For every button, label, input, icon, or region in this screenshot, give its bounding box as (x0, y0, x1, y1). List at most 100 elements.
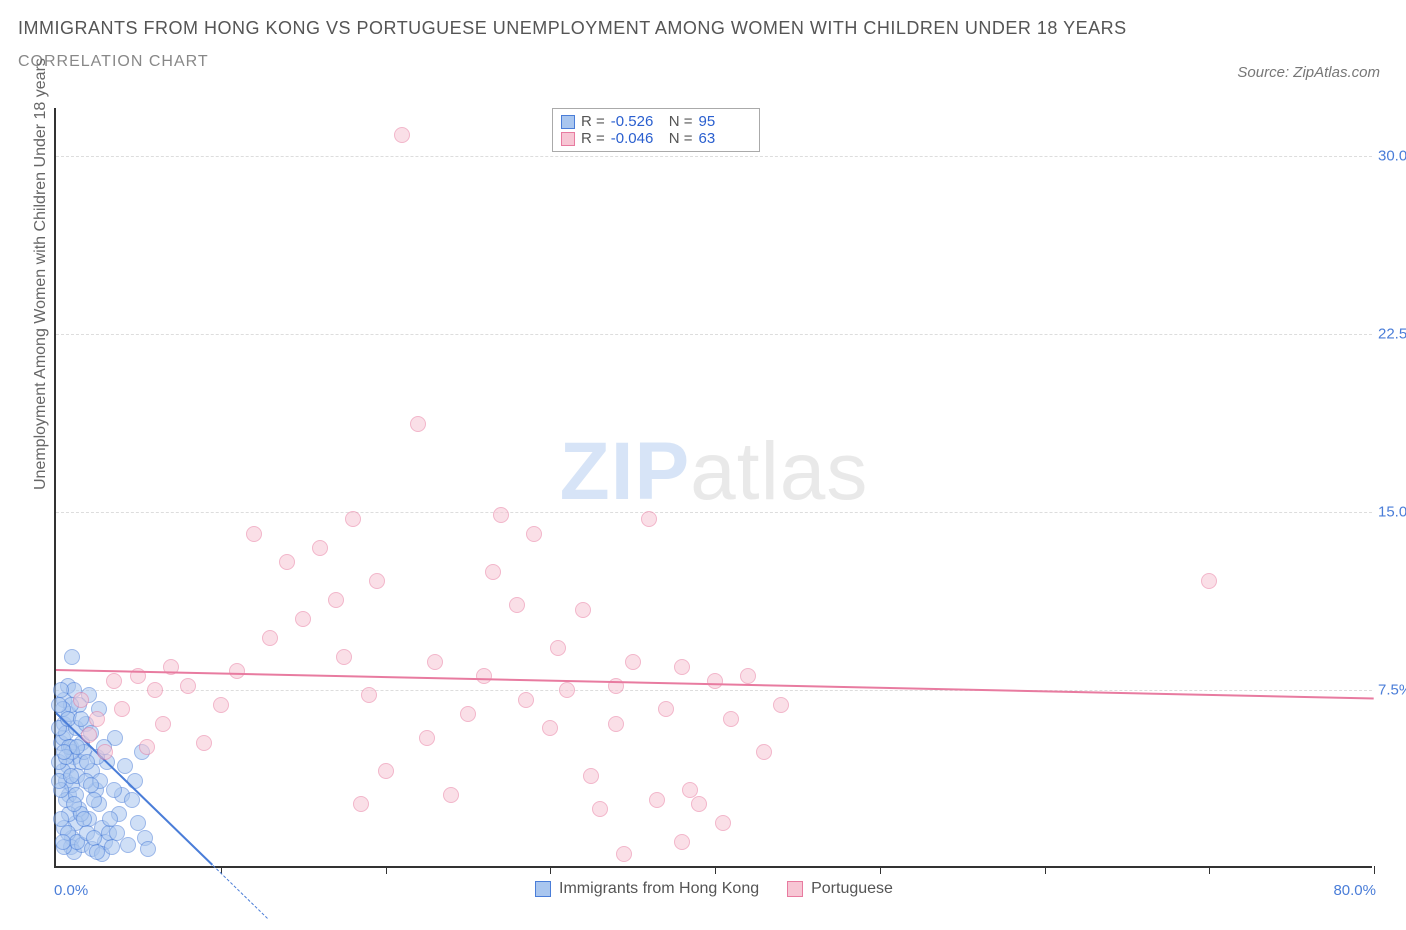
data-point (155, 716, 171, 732)
legend-label-2: Portuguese (811, 880, 893, 898)
data-point (674, 659, 690, 675)
chart-title: IMMIGRANTS FROM HONG KONG VS PORTUGUESE … (18, 18, 1127, 39)
data-point (682, 782, 698, 798)
data-point (114, 701, 130, 717)
data-point (66, 796, 82, 812)
gridline (56, 690, 1372, 691)
r-label-1: R = (581, 113, 605, 130)
data-point (73, 692, 89, 708)
y-axis-title: Unemployment Among Women with Children U… (32, 58, 50, 490)
source-label: Source: ZipAtlas.com (1237, 64, 1380, 81)
r-value-2: -0.046 (611, 130, 663, 147)
data-point (139, 739, 155, 755)
data-point (715, 815, 731, 831)
data-point (625, 654, 641, 670)
data-point (674, 834, 690, 850)
data-point (427, 654, 443, 670)
data-point (369, 573, 385, 589)
gridline (56, 512, 1372, 513)
gridline (56, 334, 1372, 335)
bottom-legend: Immigrants from Hong Kong Portuguese (56, 880, 1372, 898)
data-point (73, 711, 89, 727)
data-point (410, 416, 426, 432)
data-point (79, 754, 95, 770)
data-point (104, 839, 120, 855)
gridline (56, 156, 1372, 157)
y-tick-label: 22.5% (1378, 325, 1406, 342)
legend-item-2: Portuguese (787, 880, 893, 898)
legend-swatch-2 (787, 881, 803, 897)
r-label-2: R = (581, 130, 605, 147)
n-label-2: N = (669, 130, 693, 147)
stats-legend: R = -0.526 N = 95 R = -0.046 N = 63 (552, 108, 760, 152)
data-point (592, 801, 608, 817)
data-point (81, 727, 97, 743)
y-tick-label: 7.5% (1378, 681, 1406, 698)
data-point (443, 787, 459, 803)
data-point (106, 782, 122, 798)
data-point (120, 837, 136, 853)
data-point (86, 792, 102, 808)
source-name: ZipAtlas.com (1293, 64, 1380, 81)
data-point (616, 846, 632, 862)
data-point (312, 540, 328, 556)
data-point (76, 811, 92, 827)
data-point (493, 507, 509, 523)
watermark-zip: ZIP (560, 426, 691, 517)
data-point (518, 692, 534, 708)
data-point (773, 697, 789, 713)
data-point (262, 630, 278, 646)
data-point (723, 711, 739, 727)
swatch-series-1 (561, 115, 575, 129)
legend-label-1: Immigrants from Hong Kong (559, 880, 759, 898)
swatch-series-2 (561, 132, 575, 146)
data-point (89, 844, 105, 860)
data-point (740, 668, 756, 684)
data-point (117, 758, 133, 774)
data-point (55, 834, 71, 850)
y-tick-label: 15.0% (1378, 503, 1406, 520)
x-tick (386, 866, 387, 874)
data-point (140, 841, 156, 857)
watermark-atlas: atlas (690, 426, 868, 517)
data-point (707, 673, 723, 689)
data-point (658, 701, 674, 717)
source-prefix: Source: (1237, 64, 1293, 81)
n-label-1: N = (669, 113, 693, 130)
x-tick (550, 866, 551, 874)
data-point (476, 668, 492, 684)
data-point (229, 663, 245, 679)
data-point (63, 768, 79, 784)
n-value-1: 95 (699, 113, 751, 130)
x-tick (1209, 866, 1210, 874)
watermark: ZIPatlas (560, 425, 869, 519)
data-point (345, 511, 361, 527)
data-point (295, 611, 311, 627)
y-tick-label: 30.0% (1378, 147, 1406, 164)
plot-area: ZIPatlas R = -0.526 N = 95 R = -0.046 N … (54, 108, 1372, 868)
data-point (328, 592, 344, 608)
data-point (1201, 573, 1217, 589)
r-value-1: -0.526 (611, 113, 663, 130)
data-point (97, 744, 113, 760)
data-point (542, 720, 558, 736)
x-axis-max-label: 80.0% (1333, 882, 1376, 899)
data-point (485, 564, 501, 580)
data-point (83, 777, 99, 793)
data-point (336, 649, 352, 665)
x-axis-min-label: 0.0% (54, 882, 88, 899)
chart-container: IMMIGRANTS FROM HONG KONG VS PORTUGUESE … (0, 0, 1406, 930)
data-point (279, 554, 295, 570)
data-point (106, 673, 122, 689)
x-tick (715, 866, 716, 874)
x-tick (880, 866, 881, 874)
x-tick (1045, 866, 1046, 874)
data-point (419, 730, 435, 746)
data-point (559, 682, 575, 698)
stats-row-1: R = -0.526 N = 95 (561, 113, 751, 130)
legend-swatch-1 (535, 881, 551, 897)
data-point (460, 706, 476, 722)
data-point (550, 640, 566, 656)
stats-row-2: R = -0.046 N = 63 (561, 130, 751, 147)
title-block: IMMIGRANTS FROM HONG KONG VS PORTUGUESE … (18, 18, 1127, 71)
